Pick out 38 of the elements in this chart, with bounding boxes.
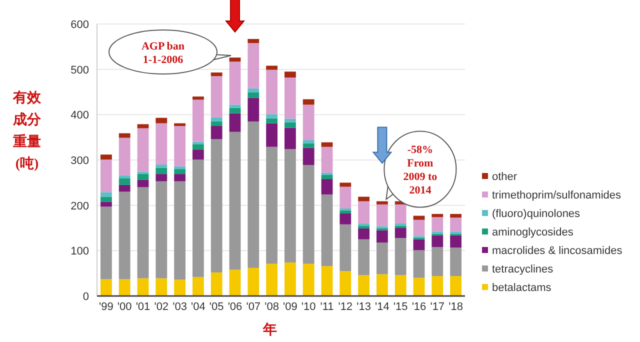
x-tick-label: '12: [338, 301, 353, 313]
y-tick-label: 500: [70, 64, 89, 76]
legend-label: macrolides & lincosamides: [492, 245, 623, 257]
x-tick-label: '14: [375, 301, 390, 313]
x-tick-label: '00: [117, 301, 132, 313]
annotation: AGP ban 1-1-2006: [141, 40, 185, 66]
x-tick-label: '10: [301, 301, 316, 313]
x-tick-label: '05: [209, 301, 224, 313]
x-tick-label: '03: [172, 301, 187, 313]
legend-label: tetracyclines: [492, 264, 554, 276]
legend-label: betalactams: [492, 282, 552, 294]
y-axis-title: 有效成分重量(吨): [12, 90, 42, 172]
annotation: -58% From 2009 to 2014: [403, 144, 438, 197]
y-tick-label: 600: [70, 19, 89, 31]
legend-label: other: [492, 171, 518, 183]
y-tick-label: 200: [70, 200, 89, 212]
x-tick-label: '16: [412, 301, 426, 313]
x-tick-label: '13: [356, 301, 371, 313]
y-tick-label: 400: [70, 110, 89, 122]
x-tick-label: '06: [228, 301, 242, 313]
x-tick-label: '08: [264, 301, 279, 313]
y-tick-label: 0: [82, 291, 89, 303]
legend-label: (fluoro)quinolones: [492, 208, 581, 220]
x-tick-label: '11: [320, 301, 334, 313]
y-tick-label: 300: [70, 155, 89, 167]
x-tick-label: '15: [393, 301, 408, 313]
x-tick-label: '09: [283, 301, 298, 313]
x-tick-label: '07: [246, 301, 261, 313]
x-tick-label: '04: [191, 301, 206, 313]
legend-label: trimethoprim/sulfonamides: [492, 190, 622, 202]
x-axis-title: 年: [262, 322, 277, 338]
legend-label: aminoglycosides: [492, 226, 574, 238]
y-tick-label: 100: [70, 246, 89, 258]
x-tick-label: '01: [136, 301, 150, 313]
x-tick-label: '18: [448, 301, 463, 313]
x-tick-label: '17: [430, 301, 445, 313]
x-tick-label: '99: [99, 301, 114, 313]
x-tick-label: '02: [154, 301, 169, 313]
